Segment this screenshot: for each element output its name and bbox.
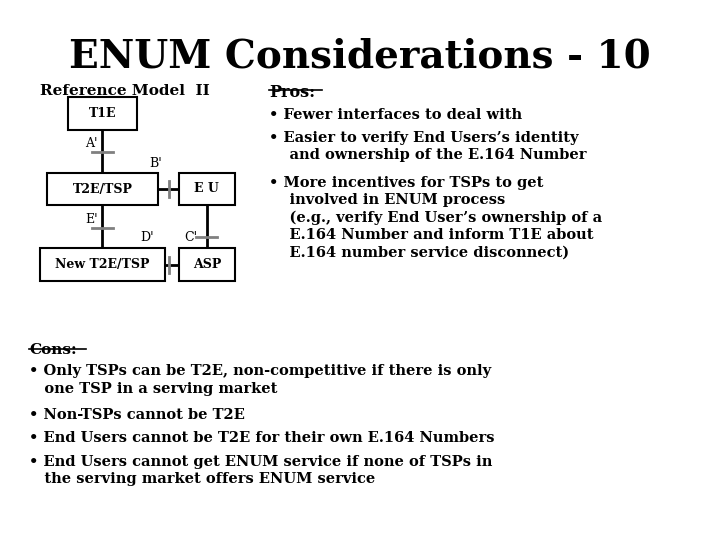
Text: E': E': [85, 213, 98, 226]
Text: B': B': [150, 157, 163, 170]
Text: ASP: ASP: [193, 258, 221, 271]
Text: • End Users cannot be T2E for their own E.164 Numbers: • End Users cannot be T2E for their own …: [30, 431, 495, 446]
Text: • Easier to verify End Users’s identity
    and ownership of the E.164 Number: • Easier to verify End Users’s identity …: [269, 131, 587, 162]
Text: D': D': [140, 231, 154, 244]
Text: • More incentives for TSPs to get
    involved in ENUM process
    (e.g., verify: • More incentives for TSPs to get involv…: [269, 176, 603, 260]
FancyBboxPatch shape: [47, 173, 158, 205]
Text: • Only TSPs can be T2E, non-competitive if there is only
   one TSP in a serving: • Only TSPs can be T2E, non-competitive …: [30, 364, 492, 396]
Text: • End Users cannot get ENUM service if none of TSPs in
   the serving market off: • End Users cannot get ENUM service if n…: [30, 455, 492, 486]
Text: Reference Model  II: Reference Model II: [40, 84, 210, 98]
FancyBboxPatch shape: [179, 173, 235, 205]
Text: Pros:: Pros:: [269, 84, 315, 100]
Text: A': A': [85, 137, 97, 150]
Text: T2E/TSP: T2E/TSP: [73, 183, 132, 195]
Text: T1E: T1E: [89, 107, 116, 120]
Text: C': C': [184, 231, 198, 244]
Text: New T2E/TSP: New T2E/TSP: [55, 258, 150, 271]
Text: E U: E U: [194, 183, 220, 195]
FancyBboxPatch shape: [68, 97, 138, 130]
FancyBboxPatch shape: [40, 248, 165, 281]
FancyBboxPatch shape: [179, 248, 235, 281]
Text: • Non-TSPs cannot be T2E: • Non-TSPs cannot be T2E: [30, 408, 245, 422]
Text: Cons:: Cons:: [30, 343, 77, 357]
Text: • Fewer interfaces to deal with: • Fewer interfaces to deal with: [269, 108, 523, 122]
Text: ENUM Considerations - 10: ENUM Considerations - 10: [69, 38, 651, 76]
